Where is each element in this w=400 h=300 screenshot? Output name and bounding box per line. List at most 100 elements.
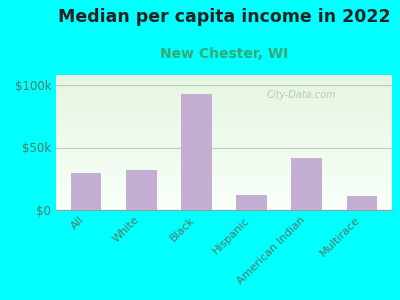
Bar xyxy=(56,122,392,124)
Bar xyxy=(56,126,392,128)
Bar xyxy=(56,137,392,138)
Bar xyxy=(56,151,392,152)
Bar xyxy=(56,205,392,206)
Bar xyxy=(56,97,392,98)
Bar xyxy=(56,118,392,119)
Bar xyxy=(56,178,392,179)
Bar xyxy=(56,145,392,147)
Bar xyxy=(56,147,392,148)
Bar xyxy=(56,166,392,167)
Text: New Chester, WI: New Chester, WI xyxy=(160,46,288,61)
Bar xyxy=(56,157,392,159)
Bar xyxy=(56,109,392,110)
Bar xyxy=(56,173,392,175)
Bar xyxy=(56,163,392,164)
Bar xyxy=(56,206,392,207)
Bar xyxy=(181,94,212,210)
Bar xyxy=(56,101,392,102)
Bar xyxy=(56,85,392,86)
Bar xyxy=(56,80,392,82)
Bar xyxy=(56,133,392,134)
Bar xyxy=(56,209,392,210)
Bar xyxy=(56,132,392,133)
Bar xyxy=(56,76,392,78)
Bar xyxy=(56,112,392,113)
Bar xyxy=(56,87,392,88)
Bar xyxy=(56,105,392,106)
Bar xyxy=(56,110,392,111)
Bar xyxy=(292,158,322,210)
Text: City-Data.com: City-Data.com xyxy=(266,90,336,100)
Bar xyxy=(56,98,392,99)
Bar xyxy=(56,190,392,191)
Bar xyxy=(56,128,392,129)
Bar xyxy=(56,152,392,153)
Bar xyxy=(56,139,392,140)
Bar xyxy=(56,95,392,97)
Bar xyxy=(56,168,392,170)
Bar xyxy=(56,103,392,105)
Bar xyxy=(56,159,392,160)
Bar xyxy=(56,91,392,92)
Bar xyxy=(56,187,392,188)
Bar xyxy=(56,148,392,149)
Bar xyxy=(56,184,392,186)
Bar xyxy=(56,156,392,157)
Bar xyxy=(56,182,392,183)
Bar xyxy=(56,83,392,84)
Bar xyxy=(56,171,392,172)
Bar xyxy=(56,116,392,117)
Bar xyxy=(56,186,392,187)
Bar xyxy=(56,161,392,163)
Bar xyxy=(56,155,392,156)
Bar xyxy=(56,193,392,194)
Text: Median per capita income in 2022: Median per capita income in 2022 xyxy=(58,8,390,26)
Bar xyxy=(56,183,392,184)
Bar xyxy=(56,195,392,196)
Bar xyxy=(56,107,392,109)
Bar xyxy=(56,78,392,79)
Bar xyxy=(56,141,392,142)
Bar xyxy=(56,136,392,137)
Bar xyxy=(56,153,392,155)
Bar xyxy=(56,125,392,126)
Bar xyxy=(56,121,392,122)
Bar xyxy=(56,201,392,202)
Bar xyxy=(56,167,392,168)
Bar xyxy=(56,207,392,209)
Bar xyxy=(56,180,392,181)
Bar xyxy=(56,129,392,130)
Bar xyxy=(56,142,392,144)
Bar xyxy=(126,170,156,210)
Bar xyxy=(56,191,392,193)
Bar xyxy=(56,92,392,94)
Bar xyxy=(56,94,392,95)
Bar xyxy=(56,86,392,87)
Bar xyxy=(56,134,392,136)
Bar xyxy=(56,102,392,103)
Bar xyxy=(56,198,392,199)
Bar xyxy=(56,88,392,90)
Bar xyxy=(56,179,392,180)
Bar xyxy=(56,124,392,125)
Bar xyxy=(346,196,377,210)
Bar xyxy=(56,169,392,171)
Bar xyxy=(56,75,392,76)
Bar xyxy=(56,175,392,176)
Bar xyxy=(56,203,392,205)
Bar xyxy=(56,172,392,173)
Bar xyxy=(56,199,392,200)
Bar xyxy=(56,79,392,80)
Bar xyxy=(56,99,392,101)
Bar xyxy=(56,119,392,121)
Bar xyxy=(56,202,392,203)
Bar xyxy=(56,140,392,141)
Bar xyxy=(56,196,392,198)
Bar xyxy=(56,114,392,116)
Bar xyxy=(56,130,392,132)
Bar xyxy=(56,164,392,165)
Bar xyxy=(56,176,392,178)
Bar xyxy=(56,149,392,151)
Bar xyxy=(71,172,102,210)
Bar xyxy=(56,160,392,161)
